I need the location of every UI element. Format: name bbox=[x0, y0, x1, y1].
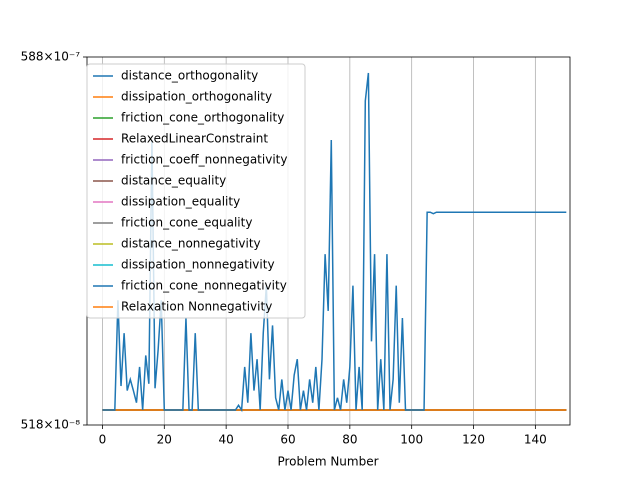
x-tick-label: 120 bbox=[462, 433, 485, 447]
x-tick-label: 40 bbox=[219, 433, 234, 447]
legend-label: distance_equality bbox=[121, 174, 226, 188]
legend-label: friction_coeff_nonnegativity bbox=[121, 153, 287, 167]
legend-label: Relaxation Nonnegativity bbox=[121, 300, 272, 314]
x-tick-label: 0 bbox=[99, 433, 107, 447]
legend-label: dissipation_orthogonality bbox=[121, 90, 272, 104]
legend-label: RelaxedLinearConstraint bbox=[121, 132, 268, 146]
x-axis-label: Problem Number bbox=[277, 455, 378, 469]
legend-label: distance_orthogonality bbox=[121, 69, 258, 83]
legend-label: friction_cone_orthogonality bbox=[121, 111, 284, 125]
x-tick-label: 140 bbox=[524, 433, 547, 447]
legend-label: dissipation_nonnegativity bbox=[121, 258, 275, 272]
legend-label: friction_cone_nonnegativity bbox=[121, 279, 287, 293]
x-tick-label: 20 bbox=[157, 433, 172, 447]
x-tick-label: 80 bbox=[342, 433, 357, 447]
legend-box bbox=[86, 63, 306, 319]
series-line bbox=[102, 72, 567, 413]
x-tick-label: 100 bbox=[400, 433, 423, 447]
x-tick-label: 60 bbox=[280, 433, 295, 447]
legend-label: distance_nonnegativity bbox=[121, 237, 261, 251]
legend-label: dissipation_equality bbox=[121, 195, 240, 209]
y-tick-label: 518×10⁻⁸ bbox=[21, 418, 81, 432]
y-tick-label: 588×10⁻⁷ bbox=[21, 50, 81, 64]
legend-label: friction_cone_equality bbox=[121, 216, 252, 230]
